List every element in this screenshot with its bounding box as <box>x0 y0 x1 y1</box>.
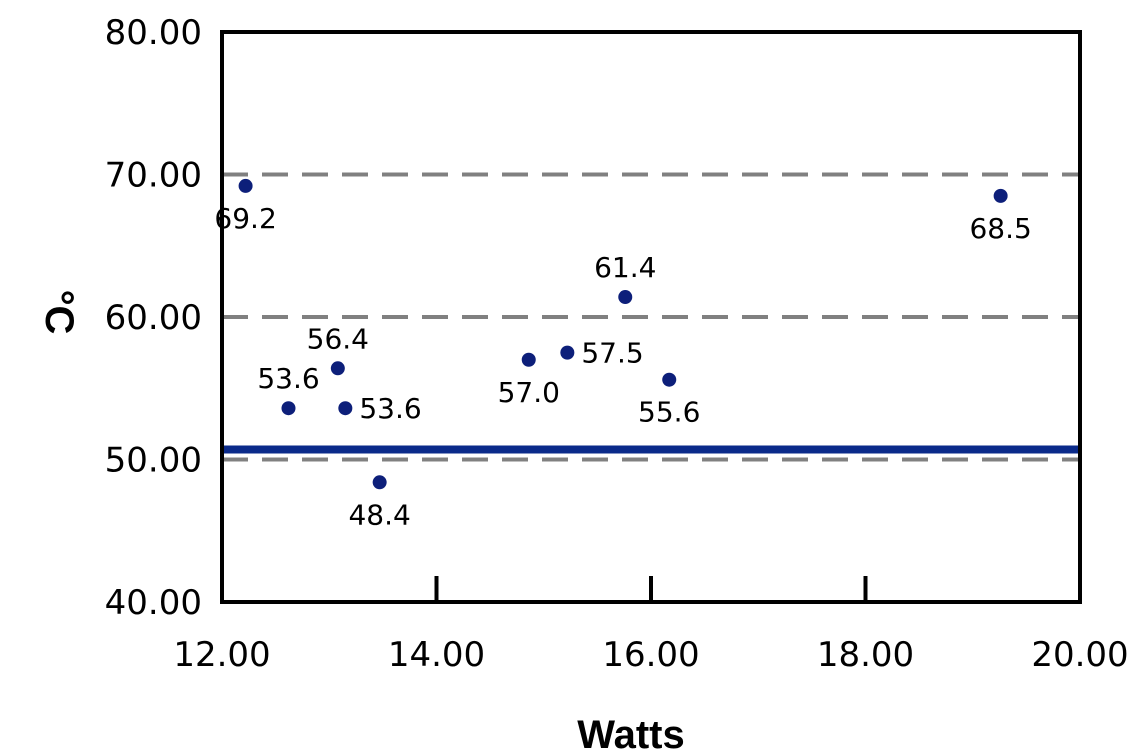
y-tick-label: 80.00 <box>105 13 202 53</box>
data-points: 69.2 53.6 56.4 53.6 48.4 57.0 57.5 61.4 55.6 68.5 <box>214 178 1032 531</box>
y-axis-title: °C <box>37 290 81 335</box>
y-tick-label: 40.00 <box>105 583 202 623</box>
data-label: 53.6 <box>257 362 319 395</box>
data-label: 56.4 <box>307 322 369 355</box>
data-label: 61.4 <box>594 251 656 284</box>
x-tick-label: 18.00 <box>817 635 914 675</box>
data-point <box>372 475 387 490</box>
data-point <box>338 401 353 416</box>
data-point <box>330 361 345 376</box>
x-tick-label: 16.00 <box>602 635 699 675</box>
data-point <box>993 188 1008 203</box>
y-tick-label: 60.00 <box>105 298 202 338</box>
data-label: 55.6 <box>638 396 700 429</box>
data-label: 69.2 <box>214 202 276 235</box>
x-axis-title: Watts <box>577 713 684 754</box>
data-label: 68.5 <box>969 212 1031 245</box>
data-label: 53.6 <box>359 392 421 425</box>
y-tick-label: 70.00 <box>105 156 202 196</box>
x-tick-label: 14.00 <box>388 635 485 675</box>
data-point <box>560 345 575 360</box>
data-point <box>238 178 253 193</box>
data-point <box>281 401 296 416</box>
y-tick-label: 50.00 <box>105 441 202 481</box>
data-label: 48.4 <box>348 498 410 531</box>
data-point <box>521 352 536 367</box>
x-tick-label: 20.00 <box>1031 635 1128 675</box>
y-axis-ticks: 40.00 50.00 60.00 70.00 80.00 <box>105 13 202 623</box>
data-label: 57.0 <box>498 376 560 409</box>
data-label: 57.5 <box>581 337 643 370</box>
x-tick-label: 12.00 <box>173 635 270 675</box>
data-point <box>618 290 633 305</box>
data-point <box>662 372 677 387</box>
gridlines <box>222 172 1080 462</box>
x-axis-ticks: 12.00 14.00 16.00 18.00 20.00 <box>173 576 1129 675</box>
